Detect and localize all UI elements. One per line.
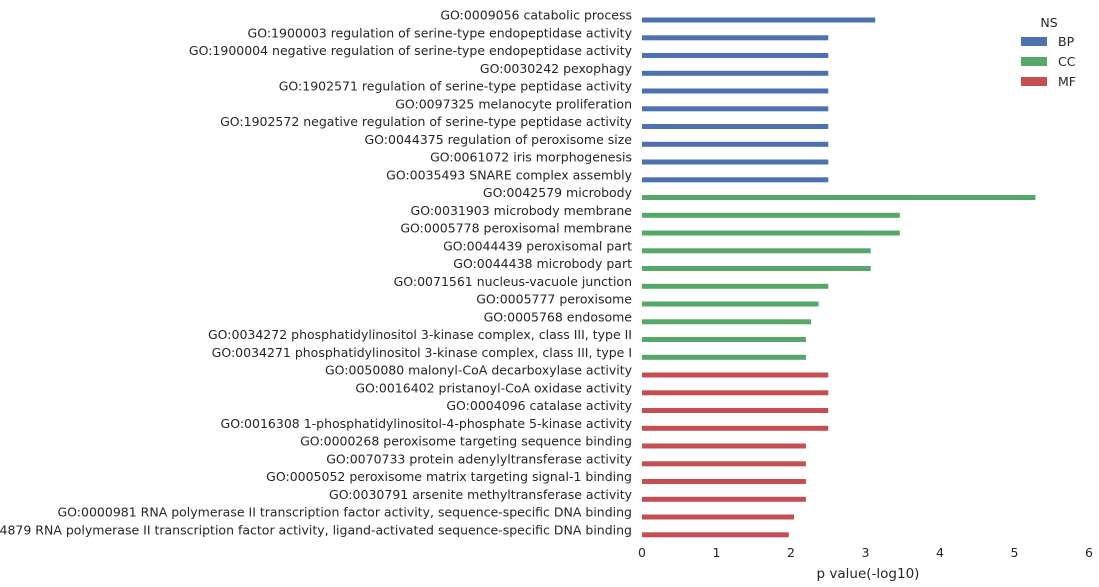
- category-label: GO:0044438 microbody part: [453, 256, 632, 271]
- category-label: GO:0034271 phosphatidylinositol 3-kinase…: [212, 345, 632, 360]
- category-label: GO:1902571 regulation of serine-type pep…: [279, 79, 633, 94]
- category-label: GO:0035493 SNARE complex assembly: [386, 167, 632, 182]
- bar-bp: [642, 17, 876, 23]
- bar-cc: [642, 301, 819, 307]
- bar-mf: [642, 372, 829, 378]
- bar-mf: [642, 461, 806, 467]
- legend-label: MF: [1058, 74, 1076, 89]
- bar-mf: [642, 425, 829, 431]
- x-tick-label: 4: [936, 545, 944, 560]
- bar-bp: [642, 124, 829, 129]
- bar-mf: [642, 532, 789, 538]
- legend-swatch: [1021, 37, 1047, 46]
- x-tick-label: 0: [638, 545, 646, 560]
- category-label: GO:0005052 peroxisome matrix targeting s…: [266, 469, 632, 484]
- bars-layer: [642, 17, 1036, 538]
- category-label: GO:0009056 catabolic process: [440, 8, 632, 23]
- bar-bp: [642, 88, 829, 94]
- category-label: GO:0005778 peroxisomal membrane: [400, 221, 632, 236]
- bar-mf: [642, 443, 806, 449]
- bar-mf: [642, 514, 794, 520]
- bar-cc: [642, 319, 812, 325]
- legend-label: BP: [1058, 34, 1075, 49]
- legend: NS BP CC MF: [1021, 15, 1076, 89]
- x-tick-label: 1: [713, 545, 721, 560]
- category-label: GO:1902572 negative regulation of serine…: [220, 114, 633, 129]
- x-tick-label: 6: [1085, 545, 1093, 560]
- category-label: GO:0071561 nucleus-vacuole junction: [394, 274, 632, 289]
- bar-cc: [642, 212, 900, 218]
- bar-cc: [642, 195, 1036, 200]
- category-label: GO:0004096 catalase activity: [446, 398, 632, 413]
- category-label: GO:0016402 pristanoyl-CoA oxidase activi…: [355, 380, 632, 395]
- category-label: GO:1900003 regulation of serine-type end…: [248, 25, 633, 40]
- category-label: GO:1900004 negative regulation of serine…: [189, 43, 633, 58]
- category-label: GO:0070733 protein adenylyltransferase a…: [326, 451, 632, 466]
- x-axis-label: p value(-log10): [817, 566, 920, 582]
- x-tick-label: 3: [862, 545, 870, 560]
- category-label: GO:0044375 regulation of peroxisome size: [364, 132, 632, 147]
- bar-cc: [642, 266, 871, 271]
- category-label: GO:0000268 peroxisome targeting sequence…: [300, 434, 632, 449]
- category-label: GO:0097325 melanocyte proliferation: [395, 96, 632, 111]
- bar-mf: [642, 408, 829, 413]
- category-label: GO:0044439 peroxisomal part: [443, 238, 632, 253]
- bar-bp: [642, 177, 829, 183]
- legend-swatch: [1021, 77, 1047, 86]
- bar-cc: [642, 230, 900, 236]
- category-label: GO:0000981 RNA polymerase II transcripti…: [58, 505, 633, 520]
- bar-bp: [642, 70, 829, 76]
- category-labels: GO:0009056 catabolic process GO:1900003 r…: [0, 8, 633, 538]
- bar-mf: [642, 479, 806, 484]
- category-label: GO:0031903 microbody membrane: [411, 203, 633, 218]
- bar-bp: [642, 106, 829, 112]
- category-label: GO:0030791 arsenite methyltransferase ac…: [329, 487, 633, 502]
- category-label: GO:0050080 malonyl-CoA decarboxylase act…: [325, 363, 633, 378]
- category-label: GO:0005777 peroxisome: [476, 292, 632, 307]
- x-tick-label: 2: [787, 545, 795, 560]
- x-tick-label: 5: [1011, 545, 1019, 560]
- legend-title: NS: [1040, 15, 1057, 30]
- category-label: GO:0042579 microbody: [483, 185, 633, 200]
- x-axis: p value(-log10) 0 1 2 3 4 5 6: [638, 545, 1093, 582]
- bar-cc: [642, 248, 871, 254]
- category-label: GO:0030242 pexophagy: [480, 61, 633, 76]
- category-label: GO:0034272 phosphatidylinositol 3-kinase…: [208, 327, 632, 342]
- bar-cc: [642, 354, 806, 360]
- legend-label: CC: [1058, 54, 1076, 69]
- bar-mf: [642, 390, 829, 396]
- bar-cc: [642, 337, 806, 342]
- bar-bp: [642, 35, 829, 41]
- bar-bp: [642, 159, 829, 165]
- bar-bp: [642, 53, 829, 58]
- bar-bp: [642, 141, 829, 147]
- category-label: GO:0016308 1-phosphatidylinositol-4-phos…: [221, 416, 633, 431]
- legend-swatch: [1021, 57, 1047, 66]
- category-label: GO:0004879 RNA polymerase II transcripti…: [0, 522, 632, 537]
- category-label: GO:0005768 endosome: [484, 309, 633, 324]
- category-label: GO:0061072 iris morphogenesis: [430, 150, 632, 165]
- bar-mf: [642, 496, 806, 502]
- bar-cc: [642, 283, 829, 289]
